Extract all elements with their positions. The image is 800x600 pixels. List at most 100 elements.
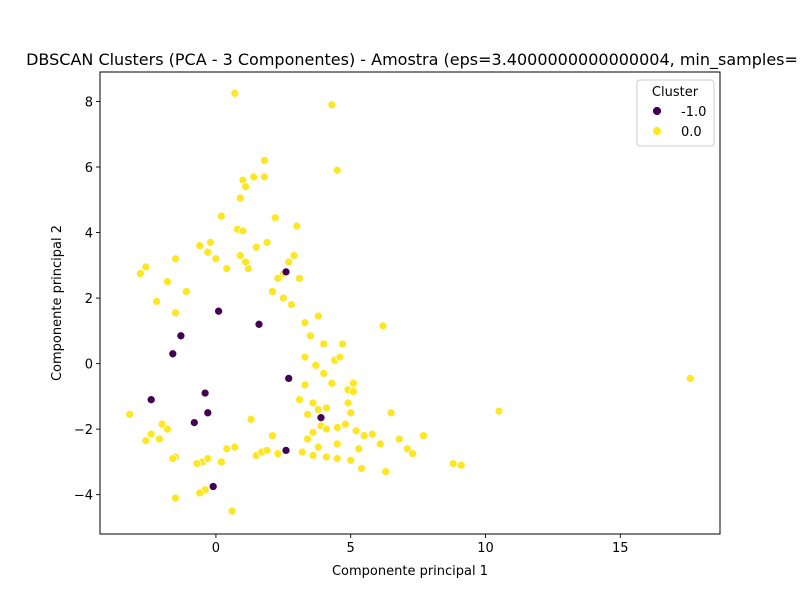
point-series-1-73 — [346, 455, 356, 465]
y-tick-label-6: 6 — [85, 161, 93, 176]
point-series-1-93 — [195, 488, 205, 498]
legend-title: Cluster — [652, 85, 699, 100]
point-series-1-52 — [349, 378, 358, 388]
point-series-1-101 — [222, 444, 232, 454]
point-series-1-16 — [251, 242, 261, 252]
point-series-1-34 — [152, 297, 161, 306]
point-series-1-75 — [322, 452, 331, 462]
point-series-1-100 — [192, 459, 202, 468]
x-axis-label: Componente principal 1 — [332, 564, 488, 579]
point-series-1-8 — [235, 193, 245, 203]
point-series-1-10 — [270, 213, 280, 223]
point-series-1-15 — [206, 238, 215, 247]
x-tick-label-0: 0 — [212, 541, 220, 556]
legend-marker-noise — [652, 106, 662, 116]
y-tick-label--2: −2 — [74, 423, 93, 438]
y-tick-label-8: 8 — [85, 95, 93, 110]
point-series-0-11 — [168, 349, 178, 359]
point-series-1-62 — [303, 434, 312, 444]
point-series-1-43 — [338, 339, 347, 349]
point-series-1-32 — [181, 287, 191, 296]
point-series-1-96 — [168, 454, 178, 463]
point-series-1-12 — [238, 226, 248, 236]
point-series-1-35 — [273, 274, 283, 283]
point-series-1-40 — [313, 311, 323, 321]
legend-label-cluster-0: 0.0 — [681, 125, 702, 140]
point-series-1-78 — [357, 464, 366, 473]
point-series-1-105 — [262, 446, 272, 455]
point-series-1-20 — [141, 262, 151, 272]
point-series-1-56 — [308, 398, 318, 408]
point-series-1-114 — [125, 410, 135, 419]
point-series-1-61 — [308, 428, 318, 437]
point-series-1-70 — [359, 431, 369, 441]
y-tick-label--4: −4 — [74, 489, 93, 504]
point-series-1-38 — [287, 300, 296, 309]
point-series-1-6 — [260, 172, 269, 182]
point-series-0-8 — [208, 482, 218, 491]
point-series-1-85 — [378, 321, 388, 331]
chart-title: DBSCAN Clusters (PCA - 3 Componentes) - … — [26, 50, 798, 70]
point-series-1-3 — [260, 156, 269, 165]
point-series-1-1 — [327, 100, 337, 110]
point-series-1-47 — [311, 360, 321, 370]
point-series-1-90 — [685, 374, 695, 383]
legend-marker-cluster-0 — [652, 126, 662, 136]
point-series-1-21 — [136, 269, 145, 278]
point-series-1-41 — [305, 331, 315, 341]
point-series-1-106 — [273, 449, 283, 459]
point-series-1-58 — [322, 403, 331, 413]
point-series-1-55 — [295, 395, 304, 405]
point-series-1-26 — [284, 257, 294, 267]
point-series-1-81 — [394, 434, 404, 444]
point-series-1-46 — [300, 352, 310, 362]
point-series-1-37 — [268, 287, 277, 296]
point-series-1-59 — [303, 410, 312, 419]
point-series-1-39 — [300, 318, 310, 328]
point-series-1-33 — [171, 308, 180, 318]
point-series-1-27 — [289, 251, 299, 260]
point-series-0-5 — [284, 374, 294, 383]
legend: Cluster -1.0 0.0 — [636, 79, 715, 147]
point-series-0-3 — [146, 395, 156, 405]
point-series-0-4 — [200, 388, 210, 398]
point-series-1-31 — [211, 254, 221, 264]
point-series-1-72 — [354, 444, 364, 454]
points-layer — [125, 88, 695, 516]
point-series-1-74 — [332, 454, 342, 463]
x-tick-label-5: 5 — [347, 541, 355, 556]
point-series-1-98 — [203, 454, 213, 463]
point-series-1-77 — [308, 451, 318, 460]
point-series-1-5 — [249, 172, 259, 182]
point-series-1-17 — [203, 247, 213, 257]
point-series-1-2 — [332, 165, 342, 175]
point-series-1-87 — [448, 459, 458, 468]
point-series-1-7 — [241, 182, 250, 192]
point-series-1-91 — [227, 506, 237, 516]
y-tick-label-0: 0 — [85, 358, 93, 373]
point-series-0-6 — [316, 413, 326, 423]
y-axis-ticks: −4 −2 0 2 4 6 8 — [74, 95, 100, 504]
point-series-1-108 — [141, 436, 151, 445]
y-tick-label-2: 2 — [85, 292, 93, 307]
point-series-1-9 — [216, 211, 226, 221]
point-series-1-18 — [262, 238, 272, 247]
point-series-0-0 — [281, 267, 291, 277]
point-series-1-53 — [349, 387, 358, 396]
point-series-1-84 — [419, 431, 428, 441]
point-series-0-9 — [189, 418, 199, 427]
point-series-1-113 — [246, 414, 256, 424]
point-series-1-110 — [154, 434, 164, 444]
point-series-1-23 — [295, 274, 304, 283]
point-series-1-86 — [375, 439, 385, 449]
legend-label-noise: -1.0 — [681, 105, 706, 120]
point-series-1-64 — [322, 424, 331, 434]
point-series-1-112 — [157, 419, 167, 429]
point-series-1-66 — [340, 419, 350, 429]
point-series-1-89 — [494, 406, 504, 416]
point-series-1-50 — [327, 378, 337, 388]
point-series-1-19 — [171, 254, 180, 264]
point-series-1-57 — [313, 405, 323, 414]
y-tick-label-4: 4 — [85, 227, 93, 242]
